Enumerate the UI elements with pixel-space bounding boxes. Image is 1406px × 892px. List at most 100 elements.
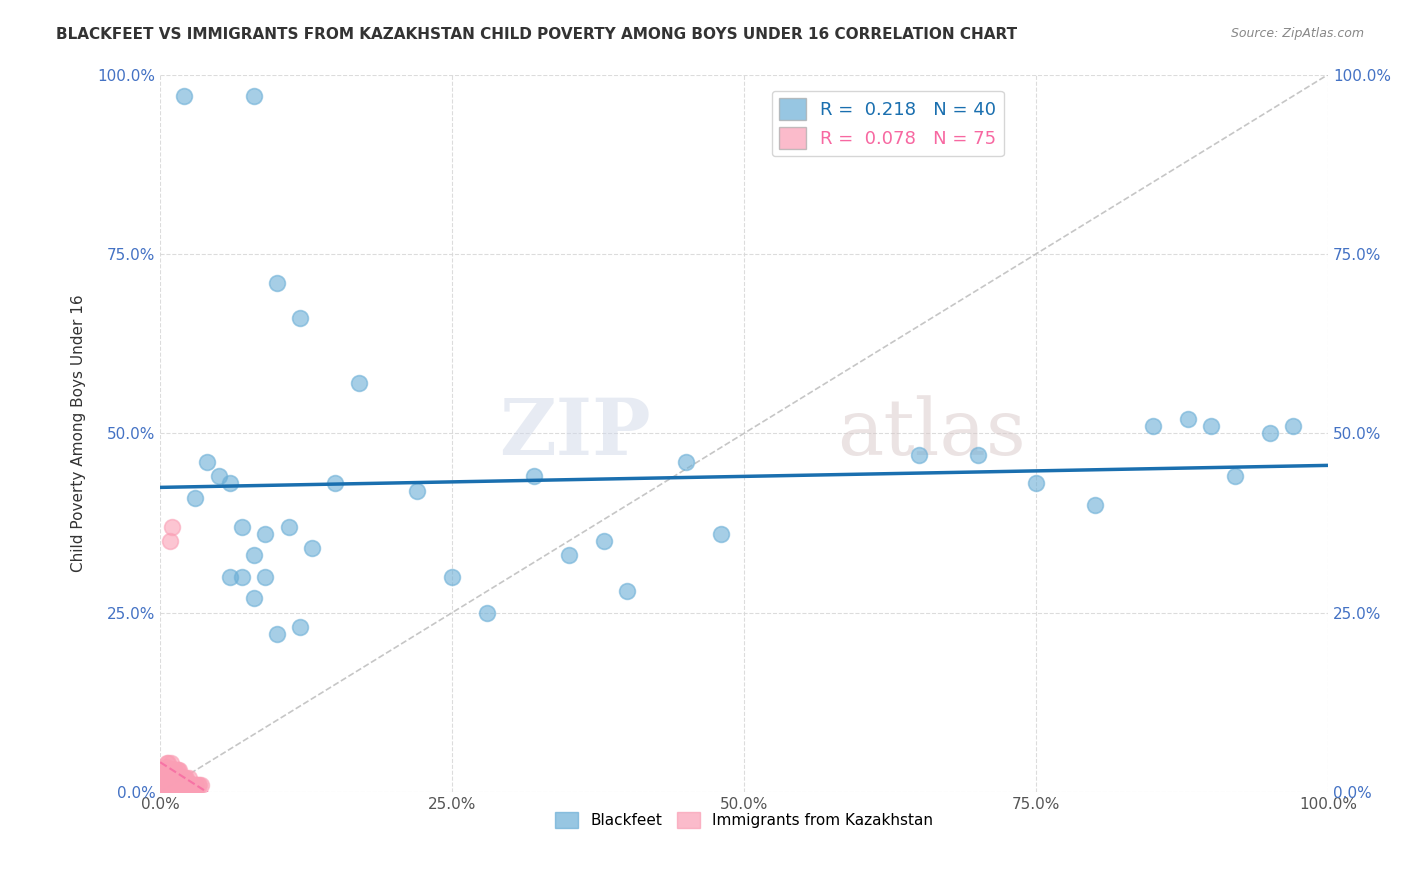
Point <box>160 778 183 792</box>
Point <box>156 764 179 778</box>
Point <box>159 764 181 778</box>
Point <box>155 760 177 774</box>
Point <box>477 606 499 620</box>
Point <box>1223 469 1246 483</box>
Point <box>167 778 190 792</box>
Point <box>207 469 229 483</box>
Point <box>1258 426 1281 441</box>
Point <box>169 771 191 785</box>
Point <box>177 778 200 792</box>
Point <box>266 627 288 641</box>
Text: atlas: atlas <box>838 395 1026 471</box>
Point <box>159 764 181 778</box>
Point <box>1177 412 1199 426</box>
Point <box>180 778 202 792</box>
Point <box>155 774 177 789</box>
Point <box>159 533 181 548</box>
Point <box>167 764 190 778</box>
Point <box>156 778 179 792</box>
Point <box>160 519 183 533</box>
Point <box>159 778 181 792</box>
Point <box>1083 498 1105 512</box>
Point <box>406 483 429 498</box>
Point <box>173 771 195 785</box>
Point <box>166 778 188 792</box>
Point <box>710 526 733 541</box>
Point <box>441 570 464 584</box>
Point <box>266 276 288 290</box>
Point <box>157 756 180 771</box>
Point <box>908 448 931 462</box>
Point <box>157 764 180 778</box>
Point <box>170 771 193 785</box>
Point <box>152 781 174 796</box>
Point <box>170 778 193 792</box>
Point <box>231 519 253 533</box>
Point <box>184 778 207 792</box>
Point <box>172 778 194 792</box>
Point <box>176 778 198 792</box>
Point <box>153 778 176 792</box>
Point <box>166 764 188 778</box>
Point <box>166 778 188 792</box>
Point <box>195 455 218 469</box>
Point <box>1201 419 1223 434</box>
Point <box>173 778 195 792</box>
Point <box>167 771 190 785</box>
Point <box>523 469 546 483</box>
Point <box>558 548 581 562</box>
Point <box>157 771 180 785</box>
Point <box>254 570 277 584</box>
Point <box>187 778 209 792</box>
Point <box>242 591 264 606</box>
Point <box>156 756 179 771</box>
Text: ZIP: ZIP <box>499 395 651 471</box>
Point <box>172 771 194 785</box>
Point <box>156 771 179 785</box>
Point <box>157 778 180 792</box>
Point <box>181 778 204 792</box>
Point <box>180 778 202 792</box>
Point <box>153 778 176 792</box>
Point <box>162 778 184 792</box>
Point <box>155 771 177 785</box>
Point <box>301 541 323 555</box>
Text: Source: ZipAtlas.com: Source: ZipAtlas.com <box>1230 27 1364 40</box>
Point <box>166 771 188 785</box>
Point <box>173 89 195 103</box>
Point <box>160 764 183 778</box>
Point <box>1025 476 1047 491</box>
Point <box>219 570 242 584</box>
Point <box>163 778 186 792</box>
Point <box>675 455 697 469</box>
Point <box>163 764 186 778</box>
Point <box>165 771 187 785</box>
Point <box>183 778 205 792</box>
Point <box>219 476 242 491</box>
Point <box>165 764 187 778</box>
Point <box>179 771 201 785</box>
Point <box>173 778 195 792</box>
Point <box>155 778 177 792</box>
Point <box>1142 419 1164 434</box>
Point <box>159 771 181 785</box>
Point <box>325 476 347 491</box>
Point <box>159 756 181 771</box>
Point <box>242 548 264 562</box>
Y-axis label: Child Poverty Among Boys Under 16: Child Poverty Among Boys Under 16 <box>72 294 86 572</box>
Point <box>616 584 638 599</box>
Point <box>169 778 191 792</box>
Point <box>347 376 370 390</box>
Point <box>155 771 177 785</box>
Point <box>290 311 312 326</box>
Point <box>242 89 264 103</box>
Point <box>593 533 616 548</box>
Point <box>155 764 177 778</box>
Point <box>160 771 183 785</box>
Point <box>165 778 187 792</box>
Point <box>187 778 209 792</box>
Point <box>231 570 253 584</box>
Point <box>1282 419 1305 434</box>
Point <box>184 491 207 505</box>
Point <box>290 620 312 634</box>
